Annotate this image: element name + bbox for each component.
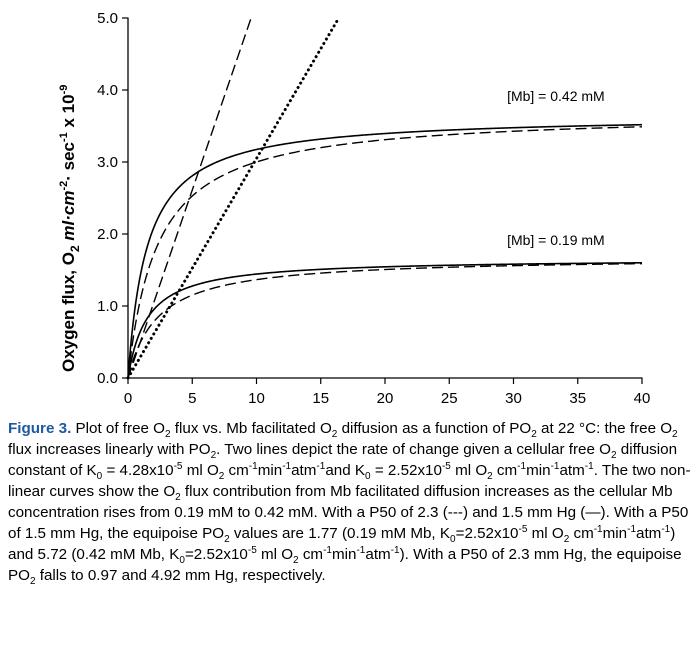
annotation-1: [Mb] = 0.42 mM — [507, 88, 605, 104]
ylabel-sup-exp: -9 — [58, 85, 70, 95]
series-line-6 — [127, 262, 643, 379]
chart-ticks: 0 5 10 15 20 25 30 35 40 0.0 1.0 2.0 3.0 4.0 5.0 — [97, 10, 650, 407]
y-tick-label: 2.0 — [97, 226, 118, 243]
ylabel-sec: · sec — [59, 142, 78, 181]
ylabel-main: Oxygen flux, O — [59, 252, 78, 372]
series-line-5 — [127, 262, 643, 379]
y-tick-label: 5.0 — [97, 10, 118, 27]
figure-caption: Figure 3. Plot of free O2 flux vs. Mb fa… — [8, 418, 694, 588]
y-tick-label: 4.0 — [97, 82, 118, 99]
x-tick-label: 10 — [248, 390, 265, 407]
x-tick-label: 15 — [312, 390, 329, 407]
x-tick-label: 30 — [505, 390, 522, 407]
x-tick-label: 5 — [188, 390, 196, 407]
ylabel-unit: ml·cm — [59, 191, 78, 246]
chart-series — [126, 16, 643, 380]
ylabel-sup-cm: -2 — [58, 181, 70, 191]
caption-body: Plot of free O2 flux vs. Mb facilitated … — [8, 420, 691, 588]
annotation-2: [Mb] = 0.19 mM — [507, 232, 605, 248]
x-tick-label: 0 — [124, 390, 132, 407]
x-tick-label: 20 — [377, 390, 394, 407]
y-tick-label: 0.0 — [97, 370, 118, 387]
y-tick-label: 3.0 — [97, 154, 118, 171]
series-line-2 — [126, 16, 341, 380]
x-tick-label: 25 — [441, 390, 458, 407]
y-tick-label: 1.0 — [97, 298, 118, 315]
chart-annotations: [Mb] = 0.42 mM [Mb] = 0.19 mM — [507, 88, 605, 248]
x-tick-label: 35 — [569, 390, 586, 407]
ylabel-sup-sec: -1 — [58, 132, 70, 142]
chart-axes — [127, 17, 643, 379]
y-axis-label: Oxygen flux, O2 ml·cm-2· sec-1 x 10-9 — [58, 85, 82, 372]
series-line-3 — [127, 123, 643, 379]
figure-label: Figure 3. — [8, 420, 72, 437]
x-tick-label: 40 — [634, 390, 651, 407]
series-line-4 — [127, 126, 643, 379]
ylabel-times: x 10 — [59, 94, 78, 132]
chart: 0 5 10 15 20 25 30 35 40 0.0 1.0 2.0 3.0 4.0 5.0 [Mb] … — [58, 10, 650, 407]
ylabel-sub: 2 — [68, 245, 82, 252]
